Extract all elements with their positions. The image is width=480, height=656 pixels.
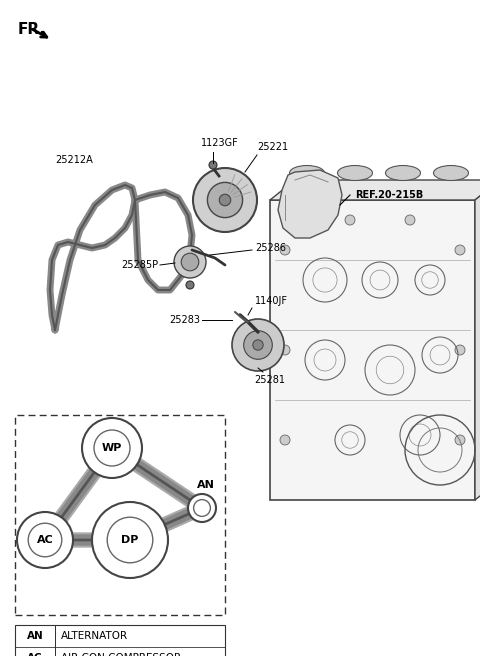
Circle shape xyxy=(82,418,142,478)
Ellipse shape xyxy=(385,165,420,180)
Ellipse shape xyxy=(337,165,372,180)
Ellipse shape xyxy=(289,165,324,180)
Circle shape xyxy=(193,168,257,232)
Circle shape xyxy=(28,523,62,557)
Circle shape xyxy=(181,253,199,271)
Polygon shape xyxy=(278,170,342,238)
Circle shape xyxy=(207,182,242,218)
Text: 25221: 25221 xyxy=(257,142,288,152)
Text: 25285P: 25285P xyxy=(121,260,158,270)
Circle shape xyxy=(174,246,206,278)
Circle shape xyxy=(244,331,272,359)
Circle shape xyxy=(280,435,290,445)
Circle shape xyxy=(253,340,263,350)
Polygon shape xyxy=(475,180,480,500)
Circle shape xyxy=(94,430,130,466)
Circle shape xyxy=(455,345,465,355)
Text: 25212A: 25212A xyxy=(55,155,93,165)
Circle shape xyxy=(193,500,210,516)
Circle shape xyxy=(188,494,216,522)
Text: AN: AN xyxy=(197,480,215,490)
Text: AN: AN xyxy=(26,631,43,641)
Text: 25281: 25281 xyxy=(254,375,286,385)
Circle shape xyxy=(405,215,415,225)
Circle shape xyxy=(455,245,465,255)
Circle shape xyxy=(455,435,465,445)
Text: AIR CON COMPRESSOR: AIR CON COMPRESSOR xyxy=(61,653,181,656)
Text: 25286: 25286 xyxy=(255,243,286,253)
Circle shape xyxy=(345,215,355,225)
Text: FR.: FR. xyxy=(18,22,46,37)
FancyBboxPatch shape xyxy=(15,415,225,615)
Circle shape xyxy=(186,281,194,289)
Text: AC: AC xyxy=(36,535,53,545)
Text: 1123GF: 1123GF xyxy=(201,138,239,148)
Circle shape xyxy=(280,245,290,255)
Circle shape xyxy=(92,502,168,578)
FancyBboxPatch shape xyxy=(15,625,225,656)
Text: REF.20-215B: REF.20-215B xyxy=(355,190,423,200)
Text: 25283: 25283 xyxy=(169,315,200,325)
Bar xyxy=(270,200,475,500)
Circle shape xyxy=(232,319,284,371)
Text: ALTERNATOR: ALTERNATOR xyxy=(61,631,128,641)
Circle shape xyxy=(107,517,153,563)
Polygon shape xyxy=(270,180,480,200)
Text: 1140JF: 1140JF xyxy=(255,296,288,306)
Text: WP: WP xyxy=(102,443,122,453)
Text: AC: AC xyxy=(27,653,43,656)
Circle shape xyxy=(209,161,217,169)
Text: DP: DP xyxy=(121,535,139,545)
Ellipse shape xyxy=(433,165,468,180)
Circle shape xyxy=(17,512,73,568)
Circle shape xyxy=(219,194,231,206)
Circle shape xyxy=(280,345,290,355)
